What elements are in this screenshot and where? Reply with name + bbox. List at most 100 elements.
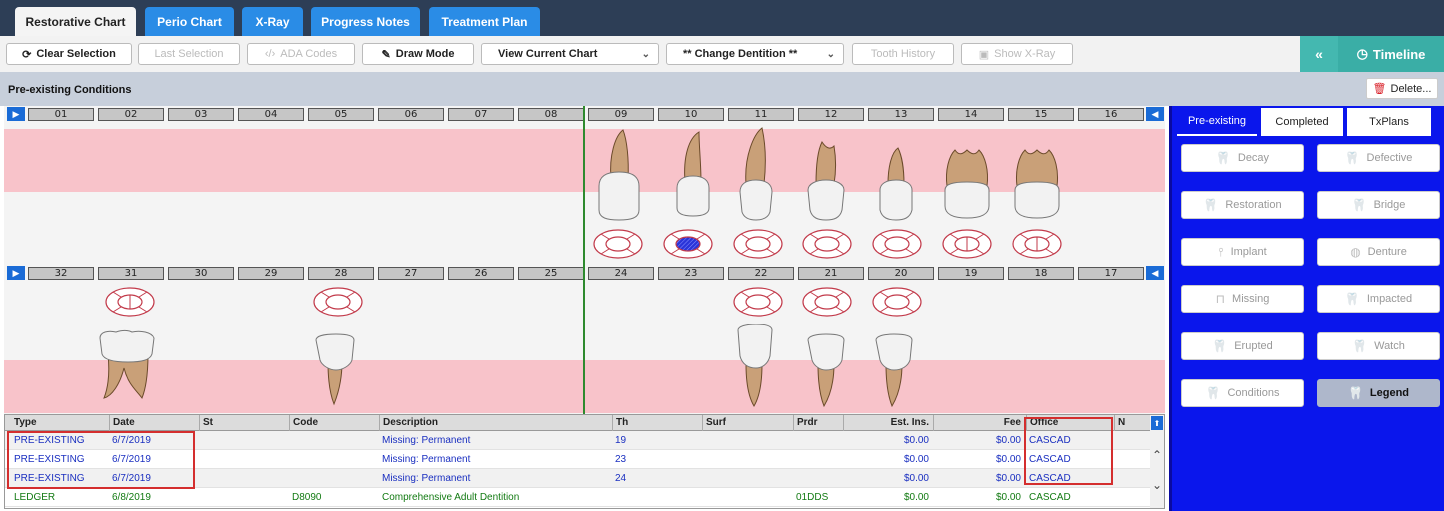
tooth-10-surface-diagram[interactable]: [662, 228, 714, 260]
tooth-28-surface-diagram[interactable]: [312, 286, 364, 318]
tooth-09-surface-diagram[interactable]: [592, 228, 644, 260]
tooth-22-surface-diagram[interactable]: [732, 286, 784, 318]
tab-perio-chart[interactable]: Perio Chart: [145, 7, 234, 36]
last-selection-button[interactable]: Last Selection: [138, 43, 240, 65]
col-prdr[interactable]: Prdr: [793, 415, 843, 431]
tooth-21-image[interactable]: [806, 332, 850, 408]
double-chevron-left-icon[interactable]: «: [1300, 36, 1338, 72]
tab-progress-notes[interactable]: Progress Notes: [311, 7, 420, 36]
tooth-number-32[interactable]: 32: [28, 267, 94, 280]
tooth-number-24[interactable]: 24: [588, 267, 654, 280]
tooth-31-image[interactable]: [98, 328, 162, 402]
tooth-12-surface-diagram[interactable]: [801, 228, 853, 260]
tooth-number-21[interactable]: 21: [798, 267, 864, 280]
table-row[interactable]: PRE-EXISTING 6/7/2019 Missing: Permanent 24…: [5, 469, 1150, 488]
scroll-to-top-icon[interactable]: ⬆: [1151, 416, 1163, 430]
tooth-number-08[interactable]: 08: [518, 108, 584, 121]
table-scrollbar[interactable]: ⬆ ⌃ ⌄: [1150, 415, 1164, 508]
ada-codes-button[interactable]: ‹/› ADA Codes: [247, 43, 355, 65]
tooth-13-image[interactable]: [872, 126, 920, 222]
play-right-icon[interactable]: ▶: [7, 107, 25, 121]
tooth-09-image[interactable]: [595, 126, 643, 222]
tooth-11-image[interactable]: [732, 126, 780, 222]
tab-completed[interactable]: Completed: [1261, 108, 1343, 136]
tooth-number-02[interactable]: 02: [98, 108, 164, 121]
decay-button[interactable]: 🦷 Decay: [1181, 144, 1304, 172]
col-th[interactable]: Th: [612, 415, 702, 431]
table-row[interactable]: LEDGER 6/8/2019 D8090 Comprehensive Adult D…: [5, 488, 1150, 507]
tooth-number-26[interactable]: 26: [448, 267, 514, 280]
col-code[interactable]: Code: [289, 415, 379, 431]
tooth-number-28[interactable]: 28: [308, 267, 374, 280]
tooth-10-image[interactable]: [669, 126, 717, 222]
tooth-history-button[interactable]: Tooth History: [852, 43, 954, 65]
chevron-up-icon[interactable]: ⌃: [1151, 448, 1163, 462]
tooth-13-surface-diagram[interactable]: [871, 228, 923, 260]
tooth-31-surface-diagram[interactable]: [104, 286, 156, 318]
col-est-ins[interactable]: Est. Ins.: [843, 415, 933, 431]
col-n[interactable]: N: [1114, 415, 1150, 431]
conditions-button[interactable]: 🦷 Conditions: [1181, 379, 1304, 407]
tooth-number-23[interactable]: 23: [658, 267, 724, 280]
tooth-number-27[interactable]: 27: [378, 267, 444, 280]
col-fee[interactable]: Fee: [933, 415, 1025, 431]
col-surf[interactable]: Surf: [702, 415, 792, 431]
table-row[interactable]: PRE-EXISTING 6/7/2019 Missing: Permanent 23…: [5, 450, 1150, 469]
denture-button[interactable]: ◍ Denture: [1317, 238, 1440, 266]
tooth-number-17[interactable]: 17: [1078, 267, 1144, 280]
tooth-number-30[interactable]: 30: [168, 267, 234, 280]
missing-button[interactable]: ⊓ Missing: [1181, 285, 1304, 313]
defective-button[interactable]: 🦷 Defective: [1317, 144, 1440, 172]
col-type[interactable]: Type: [14, 417, 37, 428]
draw-mode-button[interactable]: ✎ Draw Mode: [362, 43, 474, 65]
col-office[interactable]: Office: [1026, 415, 1114, 431]
tooth-20-image[interactable]: [874, 332, 918, 408]
tooth-number-22[interactable]: 22: [728, 267, 794, 280]
restoration-button[interactable]: 🦷 Restoration: [1181, 191, 1304, 219]
tab-xray[interactable]: X-Ray: [242, 7, 303, 36]
tooth-28-image[interactable]: [314, 332, 358, 406]
tooth-number-15[interactable]: 15: [1008, 108, 1074, 121]
erupted-button[interactable]: 🦷 Erupted: [1181, 332, 1304, 360]
tab-pre-existing[interactable]: Pre-existing: [1177, 108, 1257, 136]
show-xray-button[interactable]: ▣ Show X-Ray: [961, 43, 1073, 65]
play-left-icon[interactable]: ◀: [1146, 266, 1164, 280]
tab-restorative-chart[interactable]: Restorative Chart: [15, 7, 136, 36]
tooth-number-31[interactable]: 31: [98, 267, 164, 280]
tooth-14-image[interactable]: [939, 126, 995, 222]
col-st[interactable]: St: [199, 415, 287, 431]
tooth-number-14[interactable]: 14: [938, 108, 1004, 121]
tooth-number-13[interactable]: 13: [868, 108, 934, 121]
clear-selection-button[interactable]: ⟳ Clear Selection: [6, 43, 132, 65]
tooth-14-surface-diagram[interactable]: [941, 228, 993, 260]
tooth-number-10[interactable]: 10: [658, 108, 724, 121]
tooth-number-20[interactable]: 20: [868, 267, 934, 280]
view-current-chart-select[interactable]: View Current Chart ⌄: [481, 43, 659, 65]
tooth-number-29[interactable]: 29: [238, 267, 304, 280]
table-row[interactable]: PRE-EXISTING 6/7/2019 Missing: Permanent 19…: [5, 431, 1150, 450]
impacted-button[interactable]: 🦷 Impacted: [1317, 285, 1440, 313]
chevron-down-icon[interactable]: ⌄: [1151, 478, 1163, 492]
play-left-icon[interactable]: ◀: [1146, 107, 1164, 121]
tooth-number-05[interactable]: 05: [308, 108, 374, 121]
timeline-button[interactable]: ◷ Timeline: [1356, 46, 1426, 62]
tooth-22-image[interactable]: [734, 324, 778, 408]
watch-button[interactable]: 🦷 Watch: [1317, 332, 1440, 360]
tooth-number-19[interactable]: 19: [938, 267, 1004, 280]
bridge-button[interactable]: 🦷 Bridge: [1317, 191, 1440, 219]
tooth-15-image[interactable]: [1009, 126, 1065, 222]
tooth-12-image[interactable]: [802, 126, 850, 222]
play-right-icon[interactable]: ▶: [7, 266, 25, 280]
tooth-11-surface-diagram[interactable]: [732, 228, 784, 260]
tooth-number-12[interactable]: 12: [798, 108, 864, 121]
delete-button[interactable]: 🗑 Delete...: [1366, 78, 1438, 99]
tooth-20-surface-diagram[interactable]: [871, 286, 923, 318]
tooth-number-09[interactable]: 09: [588, 108, 654, 121]
change-dentition-select[interactable]: ** Change Dentition ** ⌄: [666, 43, 844, 65]
tooth-15-surface-diagram[interactable]: [1011, 228, 1063, 260]
tab-treatment-plan[interactable]: Treatment Plan: [429, 7, 540, 36]
col-description[interactable]: Description: [379, 415, 611, 431]
col-date[interactable]: Date: [109, 415, 199, 431]
legend-button[interactable]: 🦷 Legend: [1317, 379, 1440, 407]
tooth-number-18[interactable]: 18: [1008, 267, 1074, 280]
